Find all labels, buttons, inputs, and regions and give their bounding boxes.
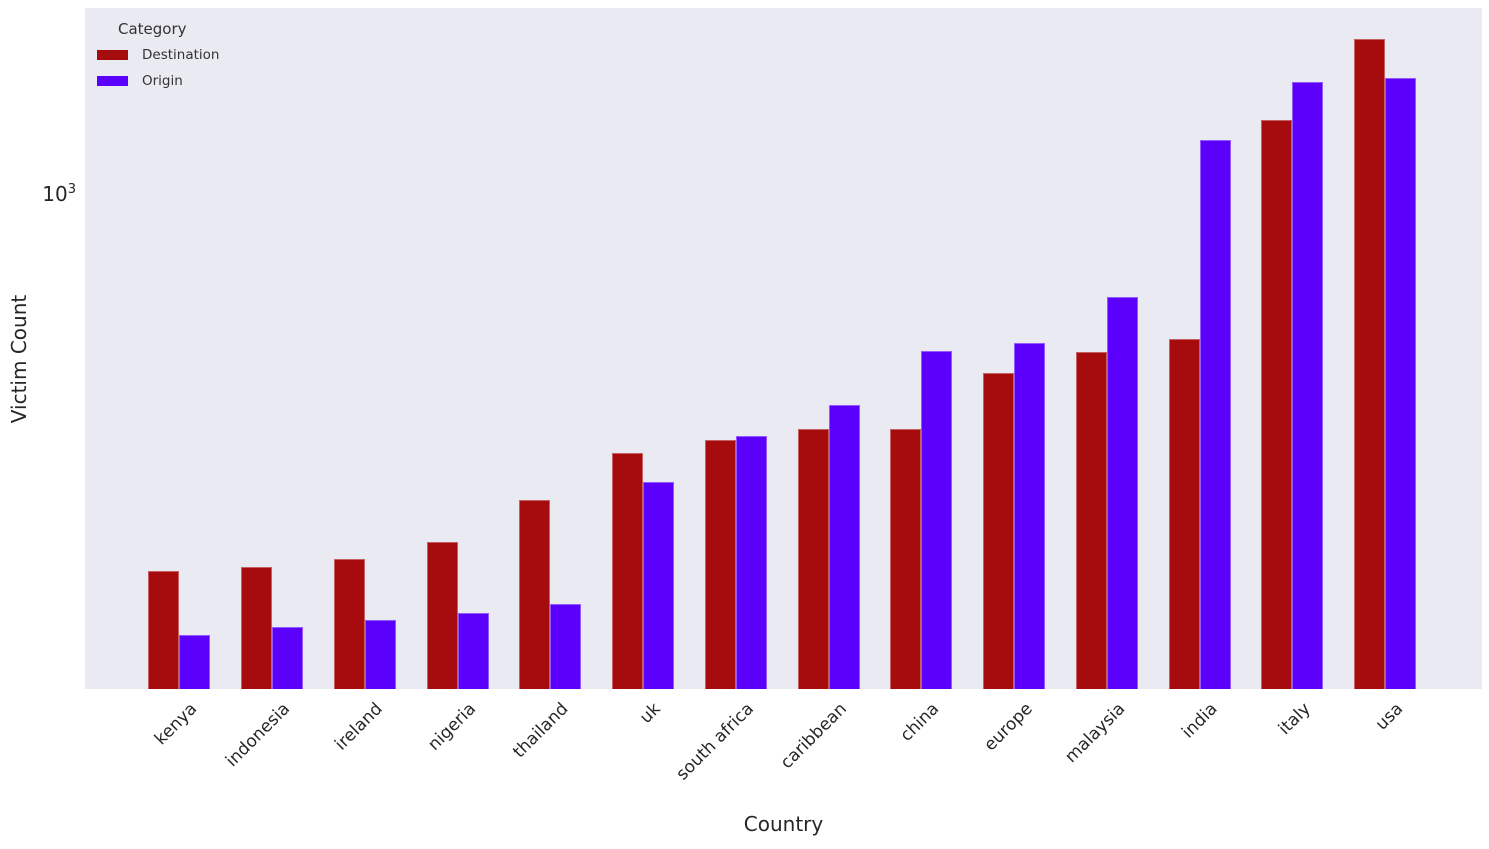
x-tick-label-indonesia: indonesia (222, 699, 295, 772)
bar-destination-india (1168, 339, 1200, 689)
bar-origin-caribbean (828, 404, 860, 689)
y-tick-exponent: 3 (67, 182, 76, 198)
bar-origin-kenya (179, 634, 211, 689)
bar-destination-uk (612, 452, 644, 689)
bar-origin-malaysia (1106, 297, 1138, 689)
bar-destination-indonesia (241, 567, 273, 689)
plot-area (85, 8, 1482, 689)
x-tick-label-usa: usa (1371, 699, 1408, 735)
x-tick-label-italy: italy (1274, 699, 1315, 740)
bar-destination-ireland (333, 559, 365, 689)
bar-origin-nigeria (457, 612, 489, 689)
bar-destination-south-africa (704, 439, 736, 689)
x-tick-label-malaysia: malaysia (1060, 699, 1129, 768)
bar-origin-usa (1385, 77, 1417, 689)
bar-origin-europe (1014, 343, 1046, 689)
legend-label-origin: Origin (142, 73, 183, 89)
bar-destination-nigeria (426, 542, 458, 689)
x-axis-label: Country (743, 812, 824, 836)
x-tick-label-india: india (1178, 699, 1222, 743)
bar-destination-malaysia (1075, 351, 1107, 689)
x-tick-label-uk: uk (636, 699, 666, 728)
legend-entry-origin: Origin (97, 73, 219, 89)
legend-label-destination: Destination (142, 47, 220, 63)
bar-destination-italy (1261, 119, 1293, 689)
bar-origin-ireland (364, 620, 396, 689)
y-axis-tick-1000: 103 (42, 182, 76, 206)
bar-origin-south-africa (735, 435, 767, 689)
legend-swatch-destination (97, 50, 128, 60)
y-axis-label: Victim Count (7, 294, 31, 424)
bar-destination-usa (1354, 39, 1386, 689)
bar-origin-uk (643, 481, 675, 689)
x-tick-label-kenya: kenya (151, 699, 202, 750)
bar-destination-thailand (519, 500, 551, 689)
bar-origin-indonesia (272, 626, 304, 689)
bar-origin-india (1199, 140, 1231, 689)
x-tick-label-caribbean: caribbean (776, 699, 851, 774)
x-tick-label-ireland: ireland (331, 699, 387, 755)
bar-destination-caribbean (797, 429, 829, 689)
x-tick-label-south-africa: south africa (672, 699, 758, 785)
x-tick-label-nigeria: nigeria (423, 699, 480, 755)
legend-swatch-origin (97, 76, 128, 86)
bar-origin-italy (1292, 81, 1324, 689)
legend-entries: Destination Origin (97, 47, 219, 89)
legend: Category Destination Origin (97, 20, 219, 99)
bar-origin-china (921, 350, 953, 689)
x-tick-label-china: china (896, 699, 944, 746)
y-tick-mantissa: 10 (42, 181, 68, 206)
bar-destination-europe (983, 372, 1015, 689)
bar-destination-china (890, 428, 922, 689)
legend-title: Category (118, 20, 187, 38)
bar-origin-thailand (550, 604, 582, 689)
x-tick-label-europe: europe (979, 699, 1037, 756)
x-tick-label-thailand: thailand (509, 699, 573, 763)
bar-destination-kenya (148, 571, 180, 689)
legend-entry-destination: Destination (97, 47, 219, 63)
